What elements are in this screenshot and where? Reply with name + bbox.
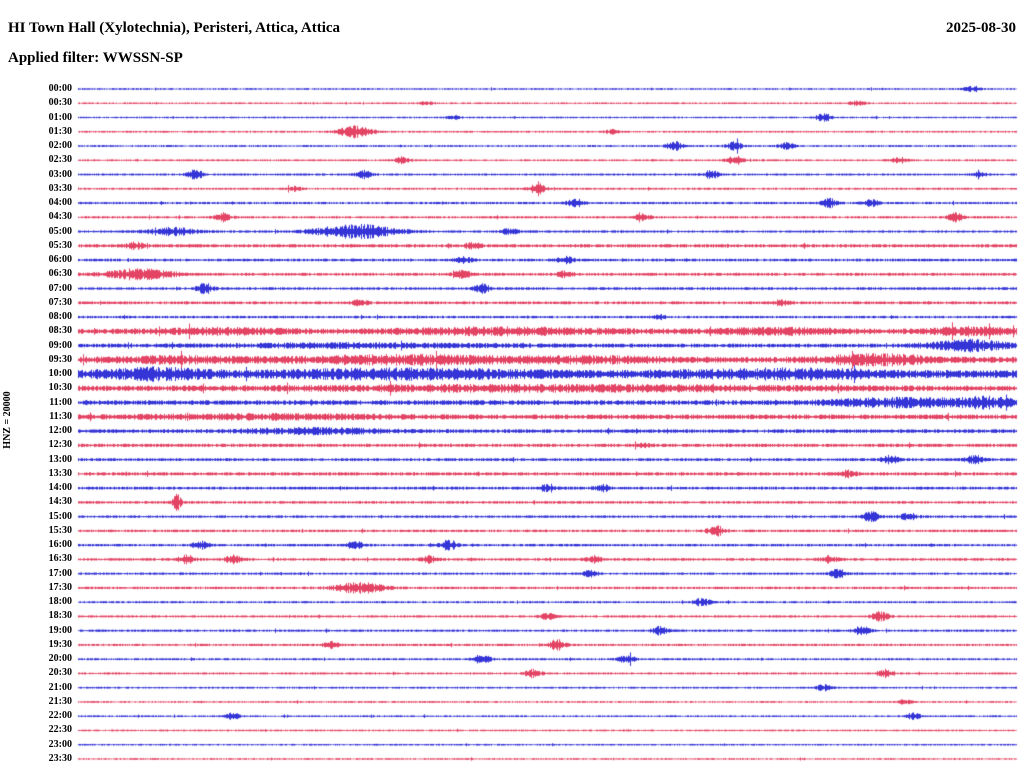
time-label: 07:30 — [48, 296, 72, 308]
time-label: 09:00 — [48, 339, 72, 351]
time-label: 15:00 — [48, 510, 72, 522]
time-label: 15:30 — [48, 524, 72, 536]
time-label: 20:30 — [48, 667, 72, 679]
time-label: 17:00 — [48, 567, 72, 579]
time-label: 22:00 — [48, 710, 72, 722]
time-label: 04:00 — [48, 197, 72, 209]
time-label: 07:00 — [48, 282, 72, 294]
time-label: 00:30 — [48, 97, 72, 109]
time-label: 09:30 — [48, 353, 72, 365]
time-label: 12:30 — [48, 439, 72, 451]
time-label: 03:00 — [48, 168, 72, 180]
time-label: 06:30 — [48, 268, 72, 280]
time-label: 14:00 — [48, 482, 72, 494]
time-label: 13:30 — [48, 467, 72, 479]
time-label: 21:30 — [48, 695, 72, 707]
time-label: 13:00 — [48, 453, 72, 465]
time-label: 05:30 — [48, 239, 72, 251]
time-label: 02:30 — [48, 154, 72, 166]
time-label: 01:30 — [48, 125, 72, 137]
time-label: 01:00 — [48, 111, 72, 123]
time-label: 08:00 — [48, 311, 72, 323]
time-label: 23:30 — [48, 752, 72, 764]
time-label: 10:30 — [48, 382, 72, 394]
time-label: 18:30 — [48, 610, 72, 622]
time-label: 17:30 — [48, 581, 72, 593]
time-label: 06:00 — [48, 254, 72, 266]
time-label: 12:00 — [48, 425, 72, 437]
time-label: 19:30 — [48, 638, 72, 650]
time-label: 18:00 — [48, 596, 72, 608]
time-label: 03:30 — [48, 182, 72, 194]
time-label: 11:00 — [49, 396, 72, 408]
time-label: 00:00 — [48, 83, 72, 94]
time-label: 02:00 — [48, 140, 72, 152]
time-label: 21:00 — [48, 681, 72, 693]
time-label: 20:00 — [48, 653, 72, 665]
time-label: 04:30 — [48, 211, 72, 223]
time-label: 10:00 — [48, 368, 72, 380]
time-label: 19:00 — [48, 624, 72, 636]
time-label: 16:30 — [48, 553, 72, 565]
time-label: 08:30 — [48, 325, 72, 337]
time-label: 11:30 — [49, 410, 72, 422]
time-label: 14:30 — [48, 496, 72, 508]
time-label: 22:30 — [48, 724, 72, 736]
time-label: 16:00 — [48, 539, 72, 551]
time-label: 23:00 — [48, 738, 72, 750]
time-label: 05:00 — [48, 225, 72, 237]
